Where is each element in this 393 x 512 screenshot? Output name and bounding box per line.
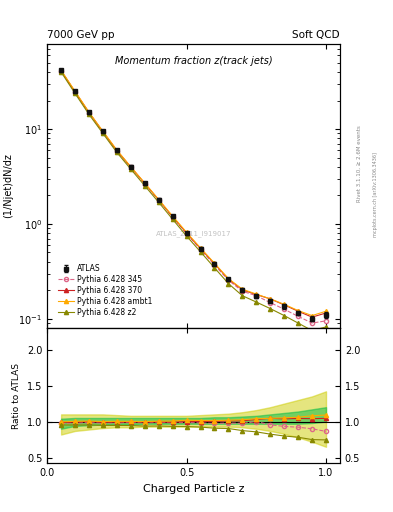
Line: Pythia 6.428 345: Pythia 6.428 345 [59,69,328,325]
Pythia 6.428 370 [240,287,245,293]
Pythia 6.428 z2 [310,328,314,334]
Pythia 6.428 370 [170,214,175,220]
Pythia 6.428 z2 [59,69,63,75]
Pythia 6.428 ambt1 [142,180,147,186]
Pythia 6.428 345 [282,306,286,312]
Y-axis label: Ratio to ATLAS: Ratio to ATLAS [12,362,21,429]
Pythia 6.428 345 [59,68,63,74]
Pythia 6.428 345 [324,318,329,324]
Pythia 6.428 370 [324,310,329,316]
Text: mcplots.cern.ch [arXiv:1306.3436]: mcplots.cern.ch [arXiv:1306.3436] [373,152,378,237]
Pythia 6.428 ambt1 [184,229,189,236]
Pythia 6.428 370 [86,110,91,116]
Pythia 6.428 345 [296,313,301,319]
Pythia 6.428 345 [73,89,77,95]
Pythia 6.428 345 [156,197,161,203]
Pythia 6.428 ambt1 [324,308,329,314]
Pythia 6.428 z2 [156,199,161,205]
Pythia 6.428 z2 [212,265,217,271]
Pythia 6.428 345 [170,214,175,220]
Pythia 6.428 z2 [240,293,245,299]
Pythia 6.428 ambt1 [296,308,301,314]
Pythia 6.428 345 [198,246,203,252]
Pythia 6.428 z2 [226,281,231,287]
Text: Momentum fraction z(track jets): Momentum fraction z(track jets) [115,56,272,67]
Pythia 6.428 ambt1 [282,301,286,307]
Pythia 6.428 345 [310,320,314,326]
Pythia 6.428 370 [142,180,147,186]
Pythia 6.428 ambt1 [254,291,259,297]
Pythia 6.428 345 [142,181,147,187]
Pythia 6.428 345 [268,300,273,306]
Pythia 6.428 z2 [170,216,175,222]
Pythia 6.428 370 [114,147,119,154]
Pythia 6.428 ambt1 [73,88,77,94]
Pythia 6.428 345 [184,230,189,237]
Pythia 6.428 ambt1 [86,109,91,115]
Pythia 6.428 z2 [101,131,105,137]
Pythia 6.428 z2 [184,233,189,239]
Pythia 6.428 345 [129,164,133,170]
Pythia 6.428 345 [226,277,231,283]
Line: Pythia 6.428 370: Pythia 6.428 370 [59,69,328,319]
Pythia 6.428 ambt1 [240,286,245,292]
Pythia 6.428 ambt1 [129,164,133,170]
Pythia 6.428 ambt1 [268,296,273,302]
Line: Pythia 6.428 z2: Pythia 6.428 z2 [59,70,328,333]
Pythia 6.428 z2 [296,320,301,326]
Pythia 6.428 z2 [142,183,147,189]
Pythia 6.428 ambt1 [226,275,231,282]
Pythia 6.428 ambt1 [59,67,63,73]
Pythia 6.428 z2 [73,90,77,96]
Pythia 6.428 z2 [198,249,203,255]
Pythia 6.428 370 [59,68,63,74]
Pythia 6.428 345 [240,288,245,294]
Pythia 6.428 z2 [282,312,286,318]
Line: Pythia 6.428 ambt1: Pythia 6.428 ambt1 [59,68,328,317]
Pythia 6.428 370 [156,197,161,203]
Pythia 6.428 370 [254,291,259,297]
Text: ATLAS_2011_I919017: ATLAS_2011_I919017 [156,231,231,238]
Text: 7000 GeV pp: 7000 GeV pp [47,30,115,40]
Pythia 6.428 370 [268,296,273,302]
Pythia 6.428 370 [129,164,133,170]
Y-axis label: (1/Njet)dN/dz: (1/Njet)dN/dz [3,153,13,218]
Pythia 6.428 ambt1 [170,213,175,219]
Pythia 6.428 370 [296,308,301,314]
Text: Soft QCD: Soft QCD [292,30,340,40]
Pythia 6.428 z2 [86,111,91,117]
Pythia 6.428 370 [198,245,203,251]
Pythia 6.428 345 [86,110,91,116]
Pythia 6.428 ambt1 [198,245,203,251]
Pythia 6.428 ambt1 [310,312,314,318]
Pythia 6.428 z2 [114,150,119,156]
X-axis label: Charged Particle z: Charged Particle z [143,484,244,494]
Pythia 6.428 z2 [324,324,329,330]
Pythia 6.428 z2 [129,166,133,172]
Pythia 6.428 345 [254,293,259,299]
Pythia 6.428 ambt1 [101,128,105,134]
Pythia 6.428 345 [114,148,119,154]
Pythia 6.428 370 [101,129,105,135]
Pythia 6.428 345 [101,129,105,135]
Text: Rivet 3.1.10, ≥ 2.6M events: Rivet 3.1.10, ≥ 2.6M events [357,125,362,202]
Pythia 6.428 z2 [268,306,273,312]
Pythia 6.428 370 [226,276,231,282]
Pythia 6.428 ambt1 [114,147,119,153]
Legend: ATLAS, Pythia 6.428 345, Pythia 6.428 370, Pythia 6.428 ambt1, Pythia 6.428 z2: ATLAS, Pythia 6.428 345, Pythia 6.428 37… [57,263,154,318]
Pythia 6.428 370 [282,302,286,308]
Pythia 6.428 370 [73,89,77,95]
Pythia 6.428 ambt1 [156,197,161,203]
Pythia 6.428 z2 [254,299,259,305]
Pythia 6.428 370 [212,261,217,267]
Pythia 6.428 370 [184,230,189,236]
Pythia 6.428 ambt1 [212,260,217,266]
Pythia 6.428 345 [212,262,217,268]
Pythia 6.428 370 [310,314,314,320]
